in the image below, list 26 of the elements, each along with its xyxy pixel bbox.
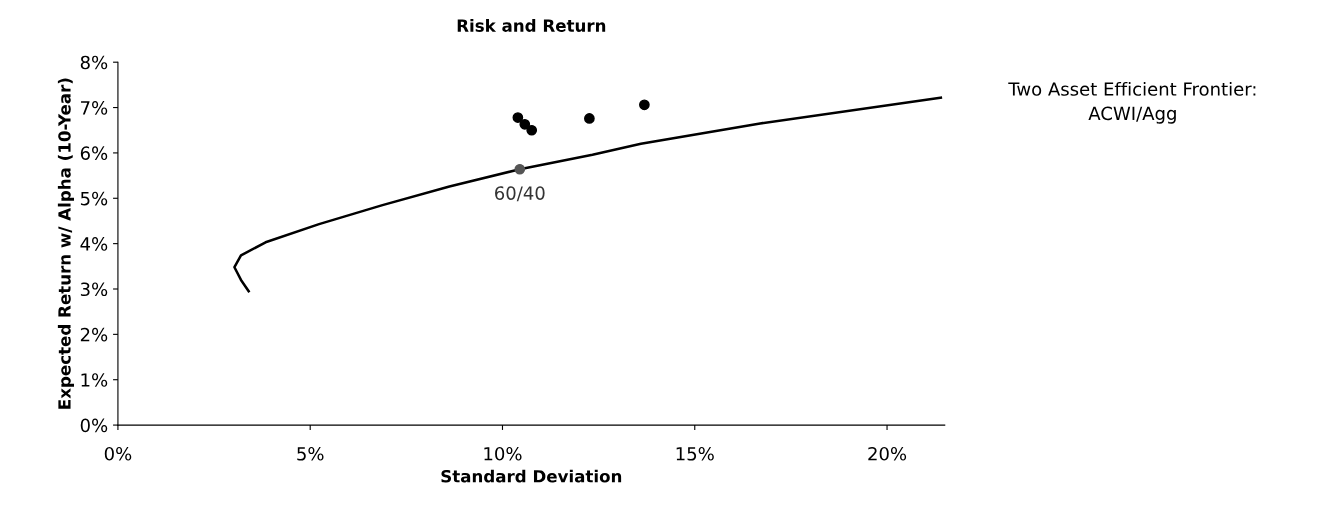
- y-tick-label: 4%: [80, 237, 108, 251]
- x-tick-label: 10%: [484, 446, 522, 461]
- x-tick-label: 5%: [297, 446, 324, 461]
- y-tick-label: 6%: [80, 146, 108, 161]
- annotation: 60/40: [495, 186, 545, 202]
- x-tick-label: 0%: [104, 446, 132, 461]
- chart-title: Risk and Return: [457, 18, 606, 32]
- x-axis-title: Standard Deviation: [441, 469, 622, 483]
- x-tick-label: 20%: [868, 446, 907, 461]
- y-tick-label: 7%: [81, 101, 108, 115]
- y-tick-label: 8%: [80, 55, 108, 70]
- point: [584, 113, 595, 124]
- y-tick-label: 5%: [80, 191, 108, 206]
- text: Two Asset Efficient Frontier: ACWI/Agg: [1008, 81, 1256, 124]
- y-tick-label: 1%: [81, 373, 108, 387]
- y-axis-title: Expected Return w/ Alpha (10-Year): [57, 78, 74, 409]
- line-series: [233, 96, 943, 293]
- y-tick-label: 0%: [80, 418, 108, 433]
- x-tick-label: 15%: [676, 446, 714, 461]
- point: [519, 118, 531, 130]
- y-tick-label: 2%: [80, 327, 108, 342]
- point: [639, 99, 650, 111]
- point: [514, 163, 526, 175]
- point: [512, 112, 524, 123]
- point: [526, 124, 538, 136]
- y-tick-label: 3%: [80, 282, 108, 297]
